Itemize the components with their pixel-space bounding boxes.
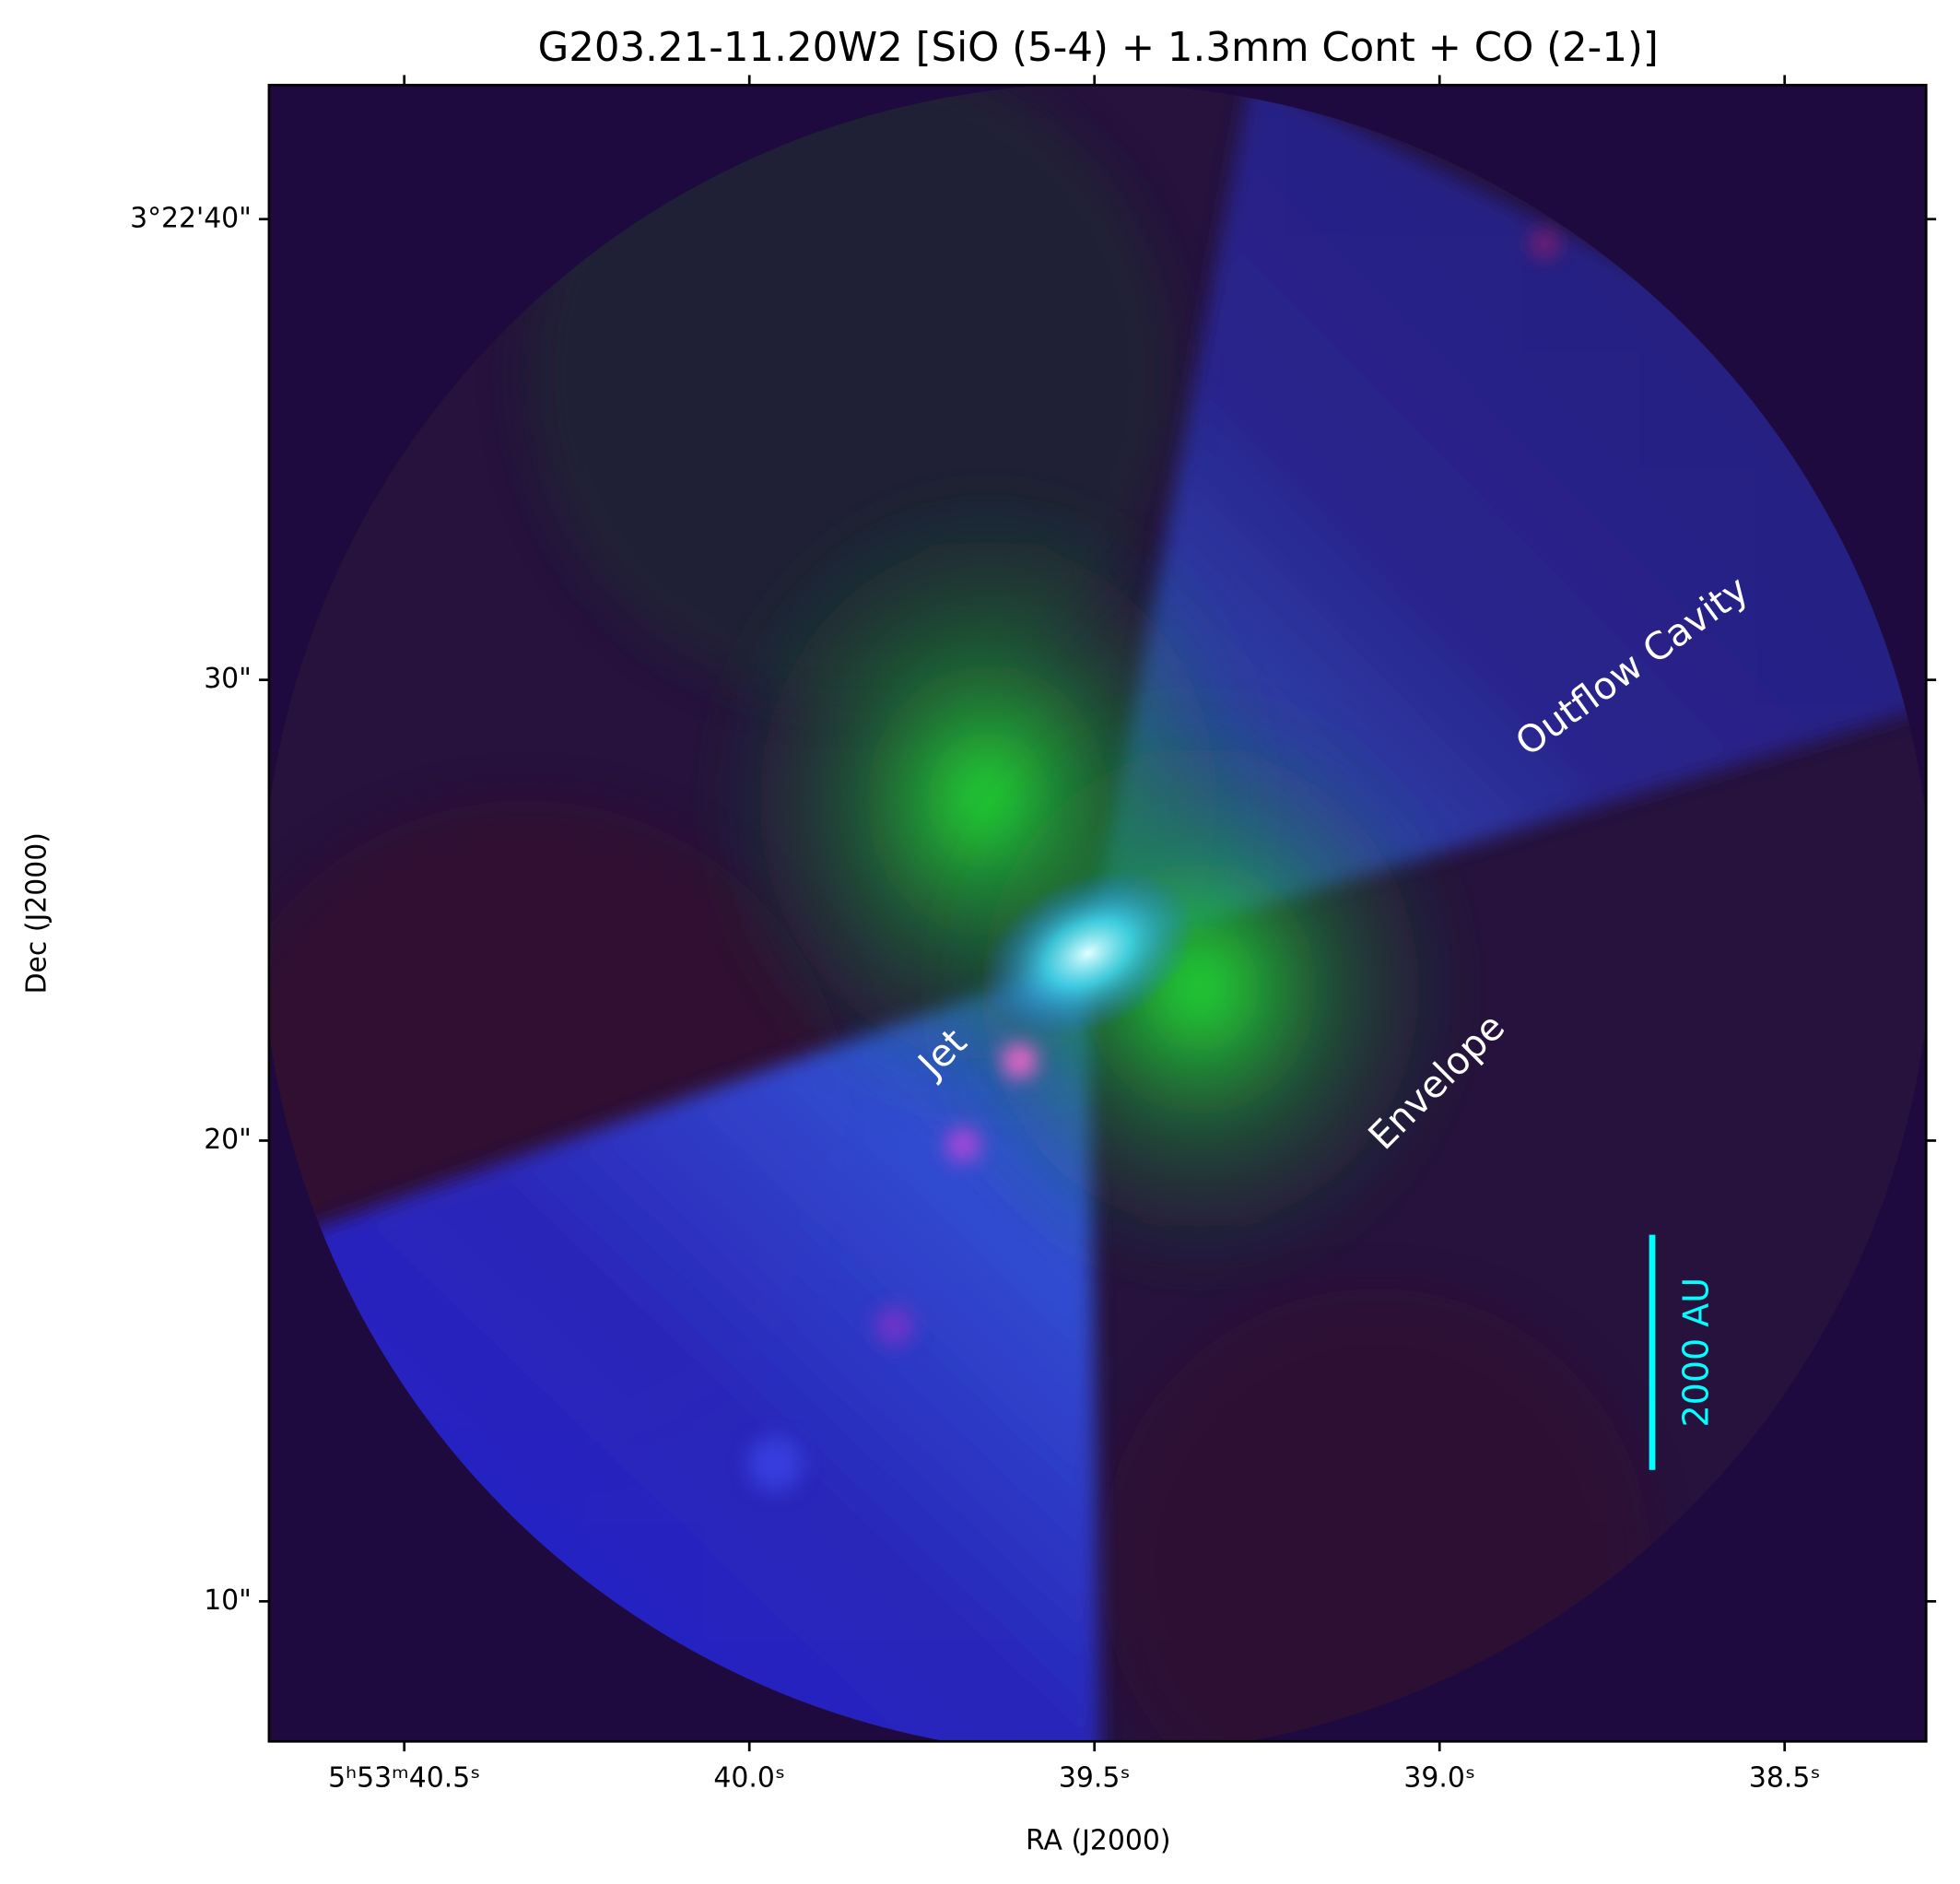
x-tick-label: 39.5ˢ xyxy=(1059,1761,1131,1794)
x-tick-label: 39.0ˢ xyxy=(1403,1761,1475,1794)
chart-title: G203.21-11.20W2 [SiO (5-4) + 1.3mm Cont … xyxy=(538,25,1659,71)
x-tick-label: 5ʰ53ᵐ40.5ˢ xyxy=(328,1761,480,1794)
x-axis-label: RA (J2000) xyxy=(1026,1824,1170,1856)
y-tick-label: 10" xyxy=(204,1584,252,1617)
scale-bar-label: 2000 AU xyxy=(1676,1278,1717,1428)
y-tick-label: 20" xyxy=(204,1124,252,1156)
x-tick-label: 40.0ˢ xyxy=(713,1761,785,1794)
x-tick-label: 38.5ˢ xyxy=(1749,1761,1821,1794)
y-tick-label: 3°22'40" xyxy=(130,202,252,234)
y-tick-label: 30" xyxy=(204,663,252,695)
plot-frame xyxy=(267,83,1928,1743)
sky-image xyxy=(268,85,1927,1742)
y-axis-label: Dec (J2000) xyxy=(20,832,53,994)
